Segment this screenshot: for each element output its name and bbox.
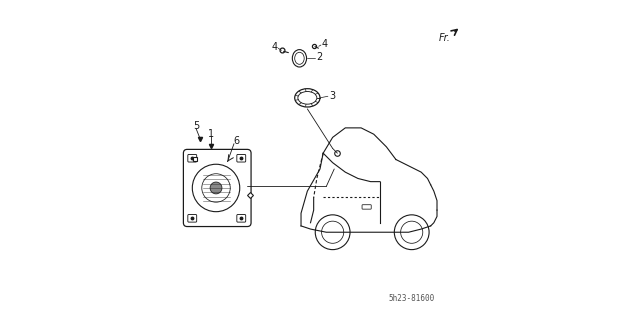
Text: 5h23-81600: 5h23-81600 (388, 294, 435, 303)
Text: Fr.: Fr. (439, 33, 451, 43)
Text: 4: 4 (271, 42, 277, 52)
Circle shape (210, 182, 222, 194)
Text: 1: 1 (208, 129, 214, 139)
Text: 4: 4 (321, 39, 328, 49)
Text: 5: 5 (193, 121, 199, 131)
Text: 3: 3 (329, 91, 335, 101)
Text: 2: 2 (316, 52, 323, 62)
Text: 6: 6 (233, 136, 239, 145)
